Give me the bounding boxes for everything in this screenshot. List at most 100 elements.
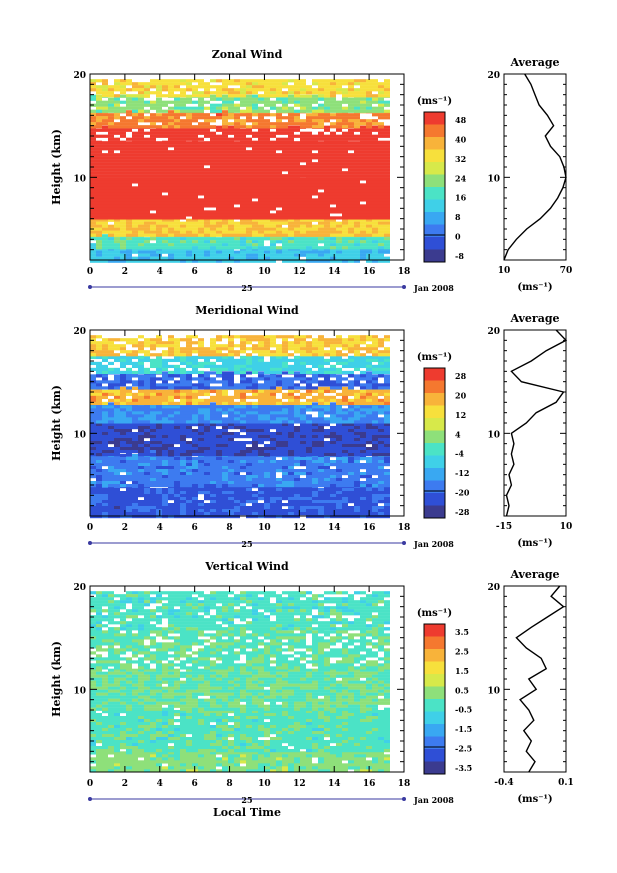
heatmap-cell (288, 100, 294, 104)
heatmap-cell (180, 144, 186, 148)
heatmap-cell (138, 147, 144, 151)
heatmap-cell (150, 417, 156, 421)
heatmap-cell (120, 131, 126, 135)
heatmap-cell (120, 140, 126, 144)
heatmap-cell (354, 497, 360, 501)
heatmap-cell (282, 109, 288, 113)
heatmap-cell (240, 153, 246, 157)
heatmap-cell (114, 224, 120, 228)
heatmap-cell (222, 488, 228, 492)
heatmap-cell (114, 113, 120, 117)
heatmap-cell (258, 475, 264, 479)
heatmap-cell (96, 174, 102, 178)
heatmap-cell (228, 195, 234, 199)
heatmap-cell (132, 106, 138, 110)
heatmap-cell (156, 253, 162, 257)
heatmap-cell (336, 515, 342, 519)
heatmap-cell (192, 423, 198, 427)
heatmap-cell (144, 429, 150, 433)
heatmap-cell (216, 213, 222, 217)
heatmap-cell (318, 159, 324, 163)
heatmap-cell (294, 221, 300, 225)
heatmap-cell (168, 515, 174, 519)
heatmap-cell (204, 192, 210, 196)
heatmap-cell (330, 233, 336, 237)
heatmap-cell (246, 192, 252, 196)
heatmap-cell (300, 218, 306, 222)
heatmap-cell (192, 85, 198, 89)
heatmap-cell (252, 201, 258, 205)
heatmap-cell (258, 512, 264, 516)
heatmap-cell (96, 423, 102, 427)
heatmap-cell (174, 88, 180, 92)
heatmap-cell (210, 259, 216, 263)
heatmap-cell (252, 144, 258, 148)
heatmap-cell (372, 243, 378, 247)
heatmap-cell (108, 106, 114, 110)
heatmap-cell (384, 168, 390, 172)
heatmap-cell (180, 441, 186, 445)
heatmap-cell (198, 469, 204, 473)
heatmap-cell (306, 131, 312, 135)
heatmap-cell (162, 195, 168, 199)
heatmap-cell (198, 162, 204, 166)
heatmap-cell (318, 177, 324, 181)
heatmap-cell (96, 463, 102, 467)
heatmap-cell (222, 466, 228, 470)
heatmap-cell (162, 233, 168, 237)
heatmap-cell (384, 207, 390, 211)
heatmap-cell (336, 426, 342, 430)
heatmap-cell (108, 165, 114, 169)
heatmap-cell (132, 147, 138, 151)
heatmap-cell (288, 216, 294, 220)
heatmap-cell (330, 221, 336, 225)
heatmap-cell (198, 447, 204, 451)
heatmap-cell (90, 198, 96, 202)
heatmap-cell (120, 411, 126, 415)
heatmap-cell (378, 213, 384, 217)
heatmap-cell (366, 109, 372, 113)
heatmap-cell (264, 79, 270, 83)
heatmap-cell (342, 201, 348, 205)
heatmap-cell (162, 174, 168, 178)
heatmap-cell (168, 253, 174, 257)
heatmap-cell (162, 441, 168, 445)
heatmap-cell (228, 100, 234, 104)
heatmap-cell (324, 460, 330, 464)
heatmap-cell (180, 100, 186, 104)
heatmap-cell (258, 460, 264, 464)
heatmap-cell (324, 140, 330, 144)
heatmap-cell (312, 494, 318, 498)
heatmap-cell (270, 509, 276, 513)
heatmap-cell (246, 500, 252, 504)
heatmap-cell (132, 218, 138, 222)
heatmap-cell (144, 195, 150, 199)
heatmap-cell (276, 497, 282, 501)
heatmap-cell (330, 450, 336, 454)
heatmap-cell (198, 221, 204, 225)
heatmap-cell (126, 509, 132, 513)
heatmap-cell (210, 503, 216, 507)
heatmap-cell (228, 466, 234, 470)
heatmap-cell (186, 153, 192, 157)
heatmap-cell (174, 159, 180, 163)
heatmap-cell (330, 216, 336, 220)
heatmap-cell (132, 144, 138, 148)
heatmap-cell (222, 417, 228, 421)
heatmap-cell (102, 109, 108, 113)
heatmap-cell (348, 216, 354, 220)
heatmap-cell (216, 94, 222, 98)
heatmap-cell (372, 463, 378, 467)
heatmap-cell (318, 435, 324, 439)
heatmap-cell (198, 429, 204, 433)
heatmap-cell (222, 429, 228, 433)
heatmap-cell (150, 488, 156, 492)
heatmap-cell (294, 237, 300, 241)
heatmap-cell (378, 147, 384, 151)
colorbar-label: 32 (455, 154, 466, 164)
heatmap-cell (342, 153, 348, 157)
heatmap-cell (186, 213, 192, 217)
heatmap-cell (258, 168, 264, 172)
heatmap-cell (288, 250, 294, 254)
heatmap-cell (348, 174, 354, 178)
